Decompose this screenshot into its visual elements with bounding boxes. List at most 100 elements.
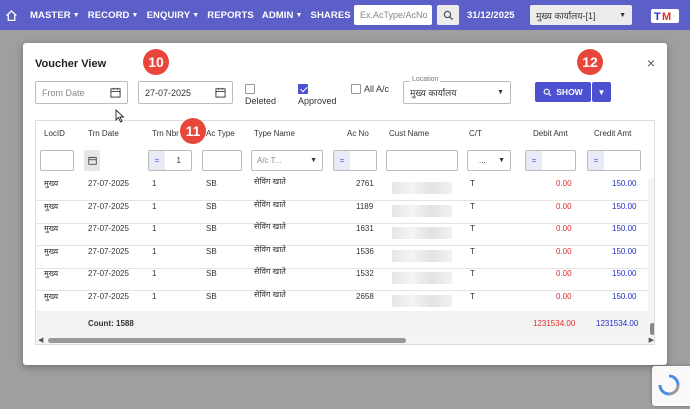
date-filter-button[interactable] xyxy=(84,150,100,171)
column-header[interactable]: Credit Amt xyxy=(594,129,632,138)
column-header[interactable]: Cust Name xyxy=(389,129,430,138)
nav-menu-label: MASTER xyxy=(30,9,71,21)
close-icon[interactable]: × xyxy=(646,55,655,71)
calendar-icon[interactable] xyxy=(110,87,121,98)
table-row[interactable]: मुख्य 27-07-2025 1 SB सेविंग खाते 1189 T 0.00 15… xyxy=(36,199,648,224)
ct-filter[interactable]: ... ▼ xyxy=(467,150,511,171)
scroll-left-icon[interactable]: ◀ xyxy=(38,337,44,344)
table-cell: T xyxy=(470,291,475,301)
calendar-icon xyxy=(87,156,97,165)
deleted-checkbox[interactable] xyxy=(245,84,255,94)
bank-logo: T M xyxy=(651,9,679,23)
all-ac-checkbox[interactable] xyxy=(351,84,361,94)
table-row[interactable]: मुख्य 27-07-2025 1 SB सेविंग खाते 1631 T 0.00 15… xyxy=(36,222,648,246)
approved-checkbox-group: Approved xyxy=(298,84,337,106)
annotation-badge-11: 11 xyxy=(180,118,206,144)
account-search-input[interactable]: Ex.AcType/AcNo xyxy=(354,5,432,25)
column-header[interactable]: Ac Type xyxy=(206,129,235,138)
home-icon[interactable] xyxy=(0,0,22,30)
chevron-down-icon: ▼ xyxy=(131,11,139,19)
horizontal-scrollbar-thumb[interactable] xyxy=(48,338,406,343)
ac-no-filter[interactable]: = xyxy=(333,150,377,171)
show-options-dropdown[interactable]: ▼ xyxy=(592,82,611,102)
filter-operator[interactable]: = xyxy=(526,151,542,170)
table-cell: 27-07-2025 xyxy=(88,224,129,233)
column-header[interactable]: Debit Amt xyxy=(533,129,568,138)
table-cell: 150.00 xyxy=(612,291,637,301)
table-cell: 0.00 xyxy=(556,269,572,278)
table-cell: SB xyxy=(206,291,217,301)
branch-select-value: मुख्य कार्यालय-[1] xyxy=(536,10,596,21)
mouse-cursor-icon xyxy=(115,109,125,123)
nav-menu-label: ENQUIRY xyxy=(146,9,191,21)
table-cell: 0.00 xyxy=(556,179,572,188)
column-header[interactable]: Type Name xyxy=(254,129,295,138)
nav-menu-reports[interactable]: REPORTS xyxy=(207,10,254,21)
debit-amt-filter[interactable]: = xyxy=(525,150,576,171)
nav-menu-label: ADMIN xyxy=(261,9,294,21)
table-row[interactable]: मुख्य 27-07-2025 1 SB सेविंग खाते 1536 T 0.00 15… xyxy=(36,245,648,269)
table-cell: मुख्य xyxy=(44,269,59,278)
locid-filter[interactable] xyxy=(40,150,74,171)
column-header[interactable]: Trn Nbr xyxy=(152,129,179,138)
table-cell: 2761 xyxy=(356,179,374,188)
column-header[interactable]: C/T xyxy=(469,129,482,138)
table-cell: 2658 xyxy=(356,291,374,301)
to-date-field[interactable]: 27-07-2025 xyxy=(138,81,233,104)
chevron-down-icon: ▼ xyxy=(192,11,200,19)
from-date-field[interactable]: From Date xyxy=(35,81,128,104)
all-ac-label: All A/c xyxy=(364,84,390,94)
chevron-down-icon: ▼ xyxy=(619,11,626,19)
svg-text:M: M xyxy=(662,11,671,23)
location-select[interactable]: मुख्य कार्यालय ▼ xyxy=(403,81,511,104)
vertical-scrollbar[interactable] xyxy=(648,178,654,335)
table-cell: सेविंग खाते xyxy=(254,199,286,209)
scroll-right-icon[interactable]: ▶ xyxy=(648,337,654,344)
redacted-customer-name xyxy=(392,182,452,194)
nav-menu-enquiry[interactable]: ENQUIRY ▼ xyxy=(147,10,200,21)
nav-menu-record[interactable]: RECORD ▼ xyxy=(88,10,139,21)
table-cell: 150.00 xyxy=(612,201,637,211)
recaptcha-icon xyxy=(658,374,680,396)
table-cell: 1 xyxy=(152,291,157,301)
table-cell: मुख्य xyxy=(44,291,59,301)
approved-checkbox[interactable] xyxy=(298,84,308,94)
filter-operator[interactable]: = xyxy=(334,151,350,170)
table-cell: T xyxy=(470,179,475,188)
table-cell: 150.00 xyxy=(612,179,637,188)
horizontal-scrollbar[interactable]: ◀ ▶ xyxy=(36,335,654,344)
table-row[interactable]: मुख्य 27-07-2025 1 SB सेविंग खाते 1532 T 0.00 15… xyxy=(36,267,648,291)
working-date: 31/12/2025 xyxy=(467,10,515,21)
nav-menu-shares[interactable]: SHARES▼ xyxy=(311,10,360,21)
trn-nbr-filter[interactable]: = 1 xyxy=(148,150,192,171)
show-button[interactable]: SHOW xyxy=(535,82,591,102)
ac-type-filter[interactable] xyxy=(202,150,242,171)
nav-menu-master[interactable]: MASTER ▼ xyxy=(30,10,80,21)
table-cell: 0.00 xyxy=(556,201,572,211)
cust-name-filter[interactable] xyxy=(386,150,458,171)
location-value: मुख्य कार्यालय xyxy=(410,88,457,98)
column-header[interactable]: Trn Date xyxy=(88,129,119,138)
chevron-down-icon: ▼ xyxy=(72,11,80,19)
calendar-icon[interactable] xyxy=(215,87,226,98)
vertical-scrollbar-thumb[interactable] xyxy=(650,323,654,335)
table-cell: T xyxy=(470,246,475,256)
voucher-grid: LocID Trn Date Trn Nbr Ac Type Type Name Ac N… xyxy=(35,120,655,345)
top-navbar: MASTER ▼ RECORD ▼ ENQUIRY ▼ REPORTS ADMIN ▼ SHARE… xyxy=(0,0,690,30)
filter-operator[interactable]: = xyxy=(149,151,165,170)
nav-menu-admin[interactable]: ADMIN ▼ xyxy=(262,10,303,21)
grid-footer: Count: 1588 1231534.00 1231534.00 xyxy=(36,311,648,335)
branch-select[interactable]: मुख्य कार्यालय-[1] ▼ xyxy=(530,5,632,25)
column-header[interactable]: Ac No xyxy=(347,129,369,138)
table-row[interactable]: मुख्य 27-07-2025 1 SB सेविंग खाते 2761 T 0.00 15… xyxy=(36,177,648,201)
recaptcha-badge[interactable] xyxy=(652,366,690,406)
filter-operator[interactable]: = xyxy=(588,151,604,170)
credit-amt-filter[interactable]: = xyxy=(587,150,641,171)
column-header[interactable]: LocID xyxy=(44,129,65,138)
search-button[interactable] xyxy=(437,5,459,25)
table-cell: 1 xyxy=(152,269,157,278)
type-name-filter[interactable]: A/c T... ▼ xyxy=(251,150,323,171)
main-menu: MASTER ▼ RECORD ▼ ENQUIRY ▼ REPORTS ADMIN ▼ SHARE… xyxy=(22,10,360,21)
redacted-customer-name xyxy=(392,204,452,217)
type-name-filter-placeholder: A/c T... xyxy=(257,156,282,165)
